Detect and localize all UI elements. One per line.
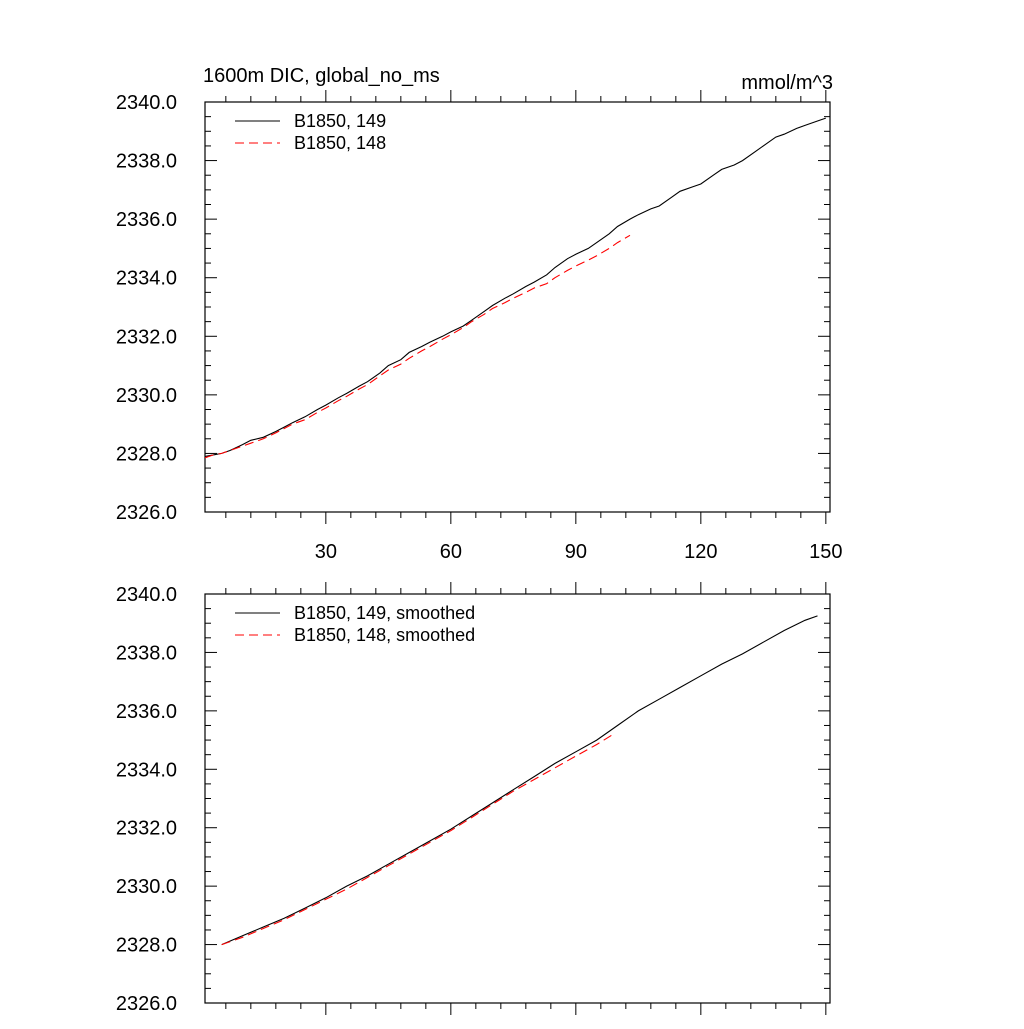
y-tick-label: 2332.0 <box>116 818 177 840</box>
series-line-1 <box>204 117 826 457</box>
y-tick-label: 2334.0 <box>116 268 177 290</box>
legend-label-2: B1850, 148 <box>294 133 386 153</box>
plot-frame <box>204 593 831 1004</box>
legend-label-1: B1850, 149, smoothed <box>294 603 475 623</box>
y-tick-label: 2340.0 <box>116 92 177 114</box>
x-tick-label: 90 <box>565 541 587 563</box>
x-tick-label: 30 <box>315 541 337 563</box>
y-tick-label: 2330.0 <box>116 385 177 407</box>
chart-panel-2: 2326.0 2328.0 2330.0 2332.0 2334.0 2336.0 2338… <box>116 582 831 1015</box>
y-tick-label: 2336.0 <box>116 209 177 231</box>
x-tick-label: 60 <box>440 541 462 563</box>
series-line-1 <box>221 615 818 946</box>
y-tick-label: 2334.0 <box>116 759 177 781</box>
x-tick-label: 120 <box>684 541 717 563</box>
series-line-2 <box>204 234 631 459</box>
x-tick-label: 150 <box>809 541 842 563</box>
y-tick-label: 2326.0 <box>116 502 177 524</box>
y-tick-label: 2328.0 <box>116 443 177 465</box>
y-tick-label: 2326.0 <box>116 993 177 1015</box>
legend-label-2: B1850, 148, smoothed <box>294 625 475 645</box>
y-tick-label: 2330.0 <box>116 876 177 898</box>
y-tick-label: 2336.0 <box>116 701 177 723</box>
chart-panel-1: 2326.0 2328.0 2330.0 2332.0 2334.0 2336.0 2338… <box>116 90 843 563</box>
chart-units: mmol/m^3 <box>741 72 833 94</box>
y-tick-label: 2338.0 <box>116 151 177 173</box>
series-line-2 <box>221 733 614 946</box>
y-tick-label: 2328.0 <box>116 935 177 957</box>
legend-label-1: B1850, 149 <box>294 111 386 131</box>
y-tick-label: 2338.0 <box>116 642 177 664</box>
y-tick-label: 2340.0 <box>116 584 177 606</box>
chart-title: 1600m DIC, global_no_ms <box>203 65 440 87</box>
y-tick-label: 2332.0 <box>116 326 177 348</box>
